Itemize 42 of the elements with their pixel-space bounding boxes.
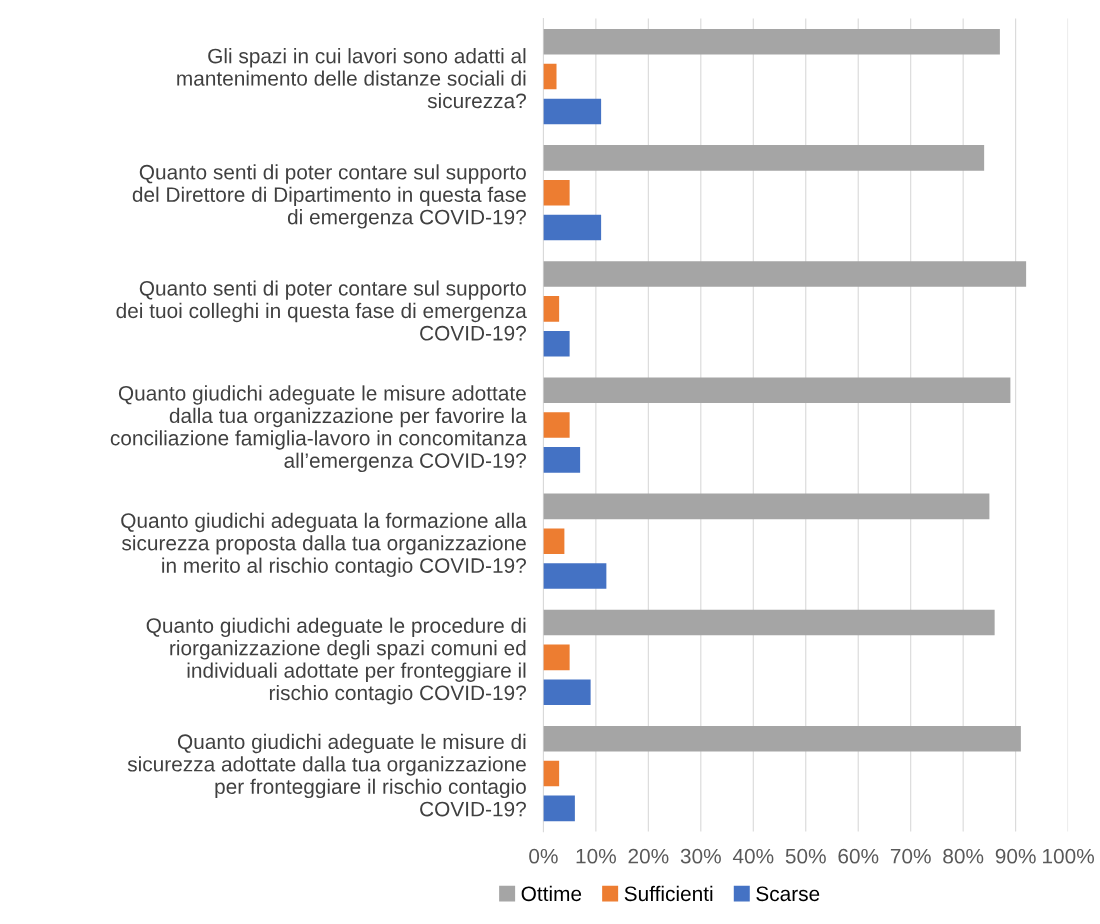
bar [543, 447, 581, 473]
legend-label: Sufficienti [624, 885, 713, 902]
legend-label: Scarse [756, 886, 820, 902]
x-tick-label: 10% [576, 848, 616, 864]
bar [543, 644, 570, 671]
x-tick-label: 80% [943, 848, 984, 864]
legend-label: Ottime [521, 885, 582, 902]
bar [543, 493, 990, 520]
bar [543, 214, 602, 241]
bar [543, 179, 570, 206]
x-tick-label: 0% [529, 848, 558, 864]
y-tick-label: Gli spazi in cui lavori sono adatti al mantenimento delle distanze sociali di sicurezza? [177, 48, 526, 109]
x-tick-label: 50% [785, 848, 826, 864]
bar [543, 795, 575, 822]
bar [543, 145, 985, 171]
x-tick-label: 60% [838, 848, 879, 864]
y-tick-label: Quanto giudichi adeguate le misure di sicurezza adottate dalla tua organizzazione per fronteggiare il rischio contagio COVID-19? [127, 733, 526, 817]
x-tick-label: 40% [732, 848, 774, 864]
bar [543, 261, 1027, 287]
x-tick-label: 30% [680, 848, 721, 864]
bar [543, 760, 560, 787]
bar [543, 563, 607, 589]
x-tick-label: 90% [995, 848, 1036, 864]
bar [543, 679, 591, 705]
y-tick-label: Quanto giudichi adeguata la formazione alla sicurezza proposta dalla tua organizzazione in merito al rischio contagio COVID-19? [121, 512, 527, 578]
bar [543, 63, 557, 90]
bar [543, 412, 570, 438]
x-tick-label: 100% [1043, 848, 1094, 864]
bar [543, 725, 1021, 752]
x-tick-label: 20% [628, 848, 669, 864]
bar [543, 28, 1000, 55]
bar [543, 98, 602, 125]
bar [543, 609, 995, 636]
bar [543, 330, 570, 357]
y-tick-label: Quanto senti di poter contare sul supporto del Direttore di Dipartimento in questa fase di emergenza COVID-19? [132, 164, 526, 229]
y-tick-label: Quanto giudichi adeguate le misure adottate dalla tua organizzazione per favorire la conciliazione famiglia-lavoro in concomitanza all’emergenza COVID-19? [110, 385, 527, 473]
bar [543, 377, 1011, 403]
bar [543, 296, 560, 322]
y-tick-label: Quanto senti di poter contare sul supporto dei tuoi colleghi in questa fase di emergenza COVID-19? [116, 280, 527, 341]
x-tick-label: 70% [890, 848, 931, 864]
y-tick-label: Quanto giudichi adeguate le procedure di riorganizzazione degli spazi comuni ed individuali adottate per fronteggiare il rischio contagio COVID-19? [146, 617, 526, 705]
bar [543, 528, 565, 554]
